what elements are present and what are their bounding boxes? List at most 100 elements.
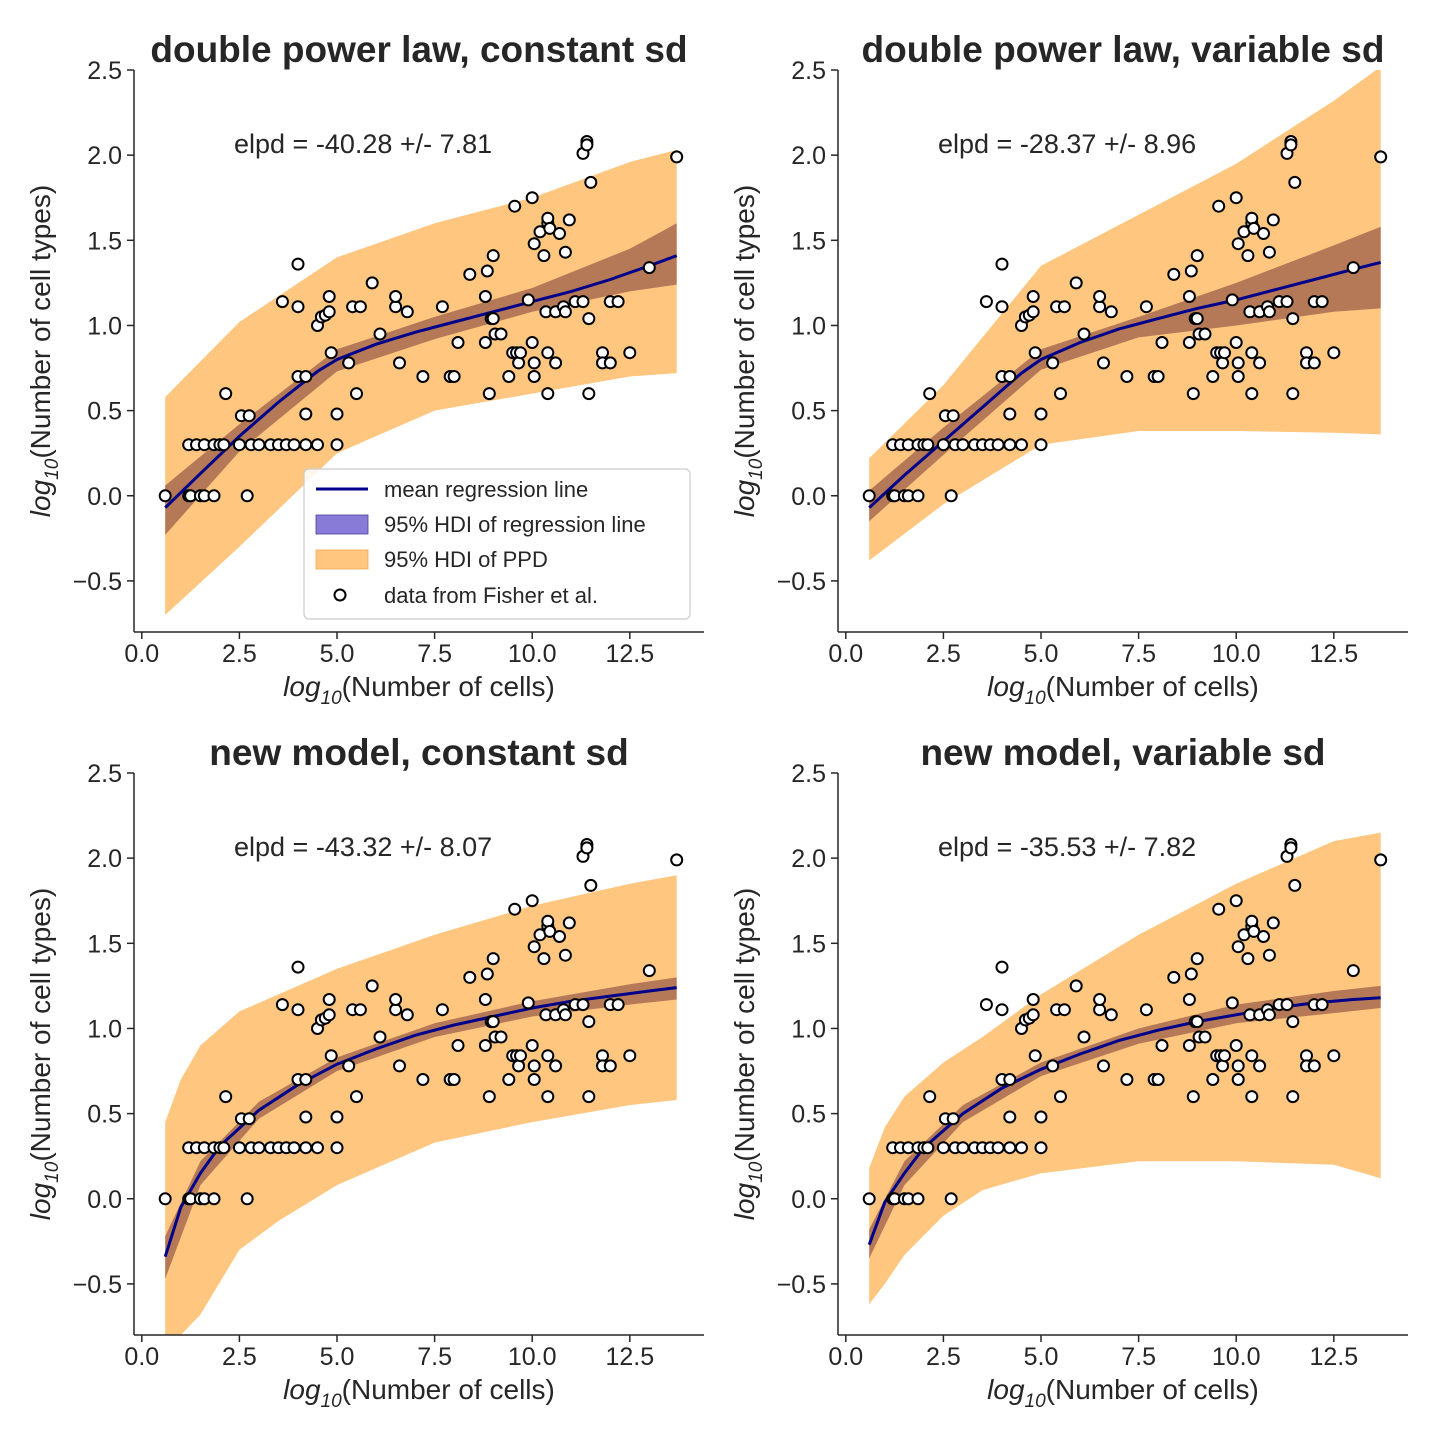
data-point: [1225, 293, 1239, 307]
legend-label: data from Fisher et al.: [384, 583, 598, 608]
legend-label: 95% HDI of regression line: [384, 512, 646, 537]
data-point: [553, 227, 566, 240]
data-point: [979, 295, 993, 309]
data-point: [1229, 1039, 1243, 1052]
data-point: [1184, 264, 1198, 278]
y-tick-label: 1.5: [791, 227, 826, 255]
data-point: [393, 356, 406, 370]
y-axis-label: log10(Number of cell types): [729, 888, 767, 1220]
data-point: [995, 1003, 1009, 1017]
data-point: [527, 370, 541, 383]
data-point: [1028, 1049, 1042, 1063]
data-point: [1104, 305, 1118, 319]
data-point: [1120, 1073, 1134, 1086]
y-tick-label: 1.5: [791, 930, 826, 958]
data-point: [956, 438, 970, 452]
data-point: [1327, 1049, 1341, 1063]
data-point: [541, 1090, 555, 1104]
y-tick-label: 0.5: [791, 1101, 826, 1129]
y-tick-label: 0.5: [87, 1101, 122, 1129]
data-point: [1077, 1030, 1091, 1044]
regression-hdi-band: [165, 977, 677, 1279]
x-tick-label: 12.5: [1309, 1343, 1358, 1371]
data-point: [219, 387, 233, 401]
regression-hdi-band: [165, 223, 677, 535]
data-point: [1015, 438, 1028, 452]
data-point: [936, 1141, 950, 1155]
data-point: [330, 438, 344, 452]
data-point: [1218, 1049, 1231, 1063]
data-point: [1057, 300, 1071, 314]
data-point: [527, 356, 541, 370]
data-point: [232, 1141, 246, 1155]
data-point: [946, 409, 960, 423]
data-point: [541, 211, 555, 225]
y-axis-label: log10(Number of cell types): [729, 185, 767, 517]
data-point: [862, 489, 876, 503]
data-point: [1247, 221, 1261, 235]
data-point: [508, 902, 522, 916]
data-point: [537, 249, 551, 263]
data-point: [1229, 894, 1243, 908]
data-point: [1266, 213, 1280, 227]
data-point: [1206, 370, 1220, 383]
y-tick-label: 2.0: [791, 845, 826, 873]
data-point: [486, 1015, 500, 1029]
data-point: [299, 407, 313, 421]
data-point: [1190, 952, 1204, 966]
panel-dpl-variable-sd: 0.0 2.5 5.0 7.5 10.0 12.5 −0.5 0.0 0.5 1.0 1.5 2.0 2…: [729, 29, 1408, 709]
y-tick-label: 0.0: [87, 483, 122, 511]
data-point: [217, 438, 231, 452]
data-point: [1284, 138, 1298, 152]
data-point: [242, 1112, 256, 1126]
data-point: [921, 438, 935, 452]
data-point: [558, 948, 572, 962]
ppd-hdi-band: [869, 832, 1381, 1305]
data-point: [1155, 1039, 1169, 1052]
data-point: [463, 970, 477, 984]
data-point: [400, 1008, 414, 1022]
data-point: [322, 1008, 336, 1022]
data-point: [1225, 996, 1239, 1010]
data-point: [1069, 979, 1083, 993]
data-point: [1212, 199, 1226, 213]
data-point: [1034, 1110, 1048, 1124]
data-point: [1266, 916, 1280, 930]
data-point: [252, 1141, 266, 1155]
data-point: [435, 300, 449, 314]
data-point: [389, 290, 403, 303]
data-point: [584, 175, 598, 189]
data-point: [642, 261, 656, 275]
data-point: [1034, 1141, 1048, 1155]
data-point: [311, 1141, 324, 1155]
data-point: [525, 894, 539, 908]
data-point: [232, 438, 246, 452]
data-point: [1046, 1059, 1060, 1073]
data-point: [217, 1141, 231, 1155]
data-point: [670, 150, 684, 164]
ppd-hdi-band: [869, 70, 1381, 561]
y-tick-label: −0.5: [73, 1271, 122, 1299]
legend-ppd-swatch: [315, 549, 369, 570]
data-point: [576, 295, 590, 309]
data-point: [1346, 964, 1360, 978]
data-point: [956, 1141, 970, 1155]
elpd-annotation: elpd = -43.32 +/- 8.07: [234, 832, 492, 862]
data-point: [1262, 948, 1276, 962]
data-point: [400, 305, 414, 319]
panel-title: double power law, variable sd: [862, 29, 1385, 70]
data-point: [463, 267, 477, 281]
y-tick-label: 0.0: [87, 1186, 122, 1214]
data-point: [242, 409, 256, 423]
data-point: [1284, 841, 1298, 855]
data-point: [482, 1090, 496, 1104]
data-point: [1229, 191, 1243, 205]
data-point: [995, 300, 1009, 314]
y-axis-label: log10(Number of cell types): [25, 888, 63, 1220]
y-tick-label: 2.0: [87, 142, 122, 170]
data-point: [1253, 1059, 1267, 1073]
data-point: [207, 1192, 221, 1206]
data-point: [1034, 438, 1048, 452]
data-point: [494, 1030, 508, 1044]
